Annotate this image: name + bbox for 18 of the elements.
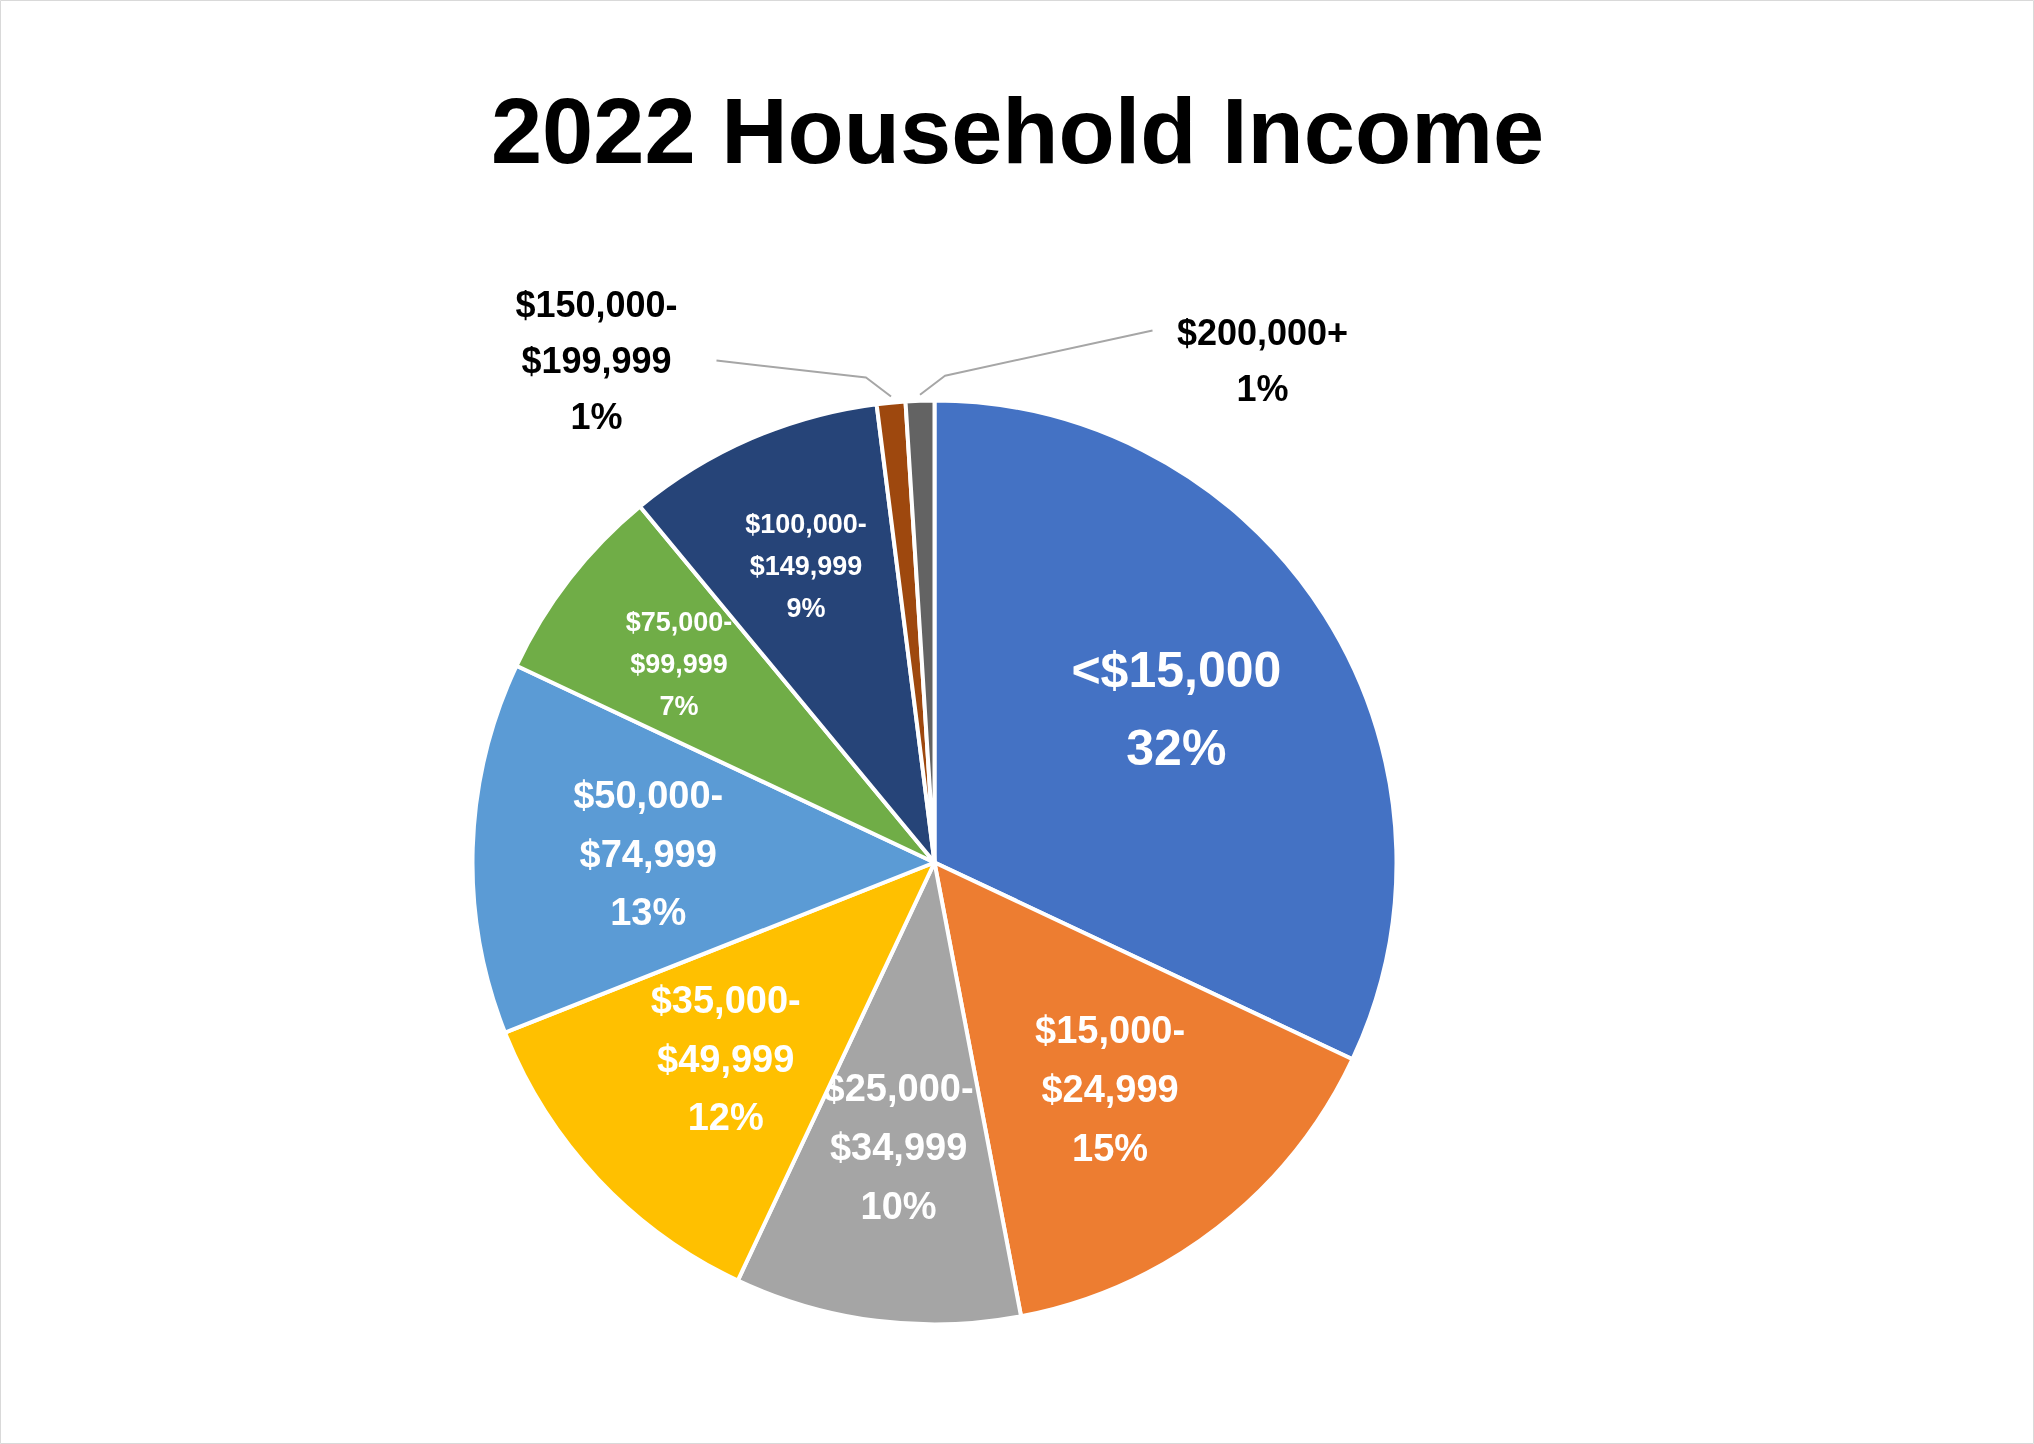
slice-label: $100,000-$149,999 xyxy=(745,508,867,581)
data-label: 1% xyxy=(1236,367,1289,409)
slice-label: <$15,000 xyxy=(1071,642,1282,699)
slice-label: $15,000-$24,999 xyxy=(1035,1008,1186,1110)
data-label: 1% xyxy=(570,395,623,437)
data-label: 10% xyxy=(860,1184,937,1227)
data-label: 7% xyxy=(659,691,699,722)
data-label: 13% xyxy=(610,891,687,934)
data-label: 32% xyxy=(1126,719,1227,776)
slice-label: $200,000+ xyxy=(1176,312,1349,354)
slice-label: $50,000-$74,999 xyxy=(573,773,724,875)
slice-label: $75,000-$99,999 xyxy=(625,607,733,680)
data-label: 15% xyxy=(1072,1126,1149,1169)
slice-label: $150,000-$199,999 xyxy=(515,284,678,381)
chart-title: 2022 Household Income xyxy=(490,79,1545,182)
data-label: 12% xyxy=(687,1096,764,1139)
slice-label: $35,000-$49,999 xyxy=(650,978,801,1080)
data-label: 9% xyxy=(786,592,826,623)
